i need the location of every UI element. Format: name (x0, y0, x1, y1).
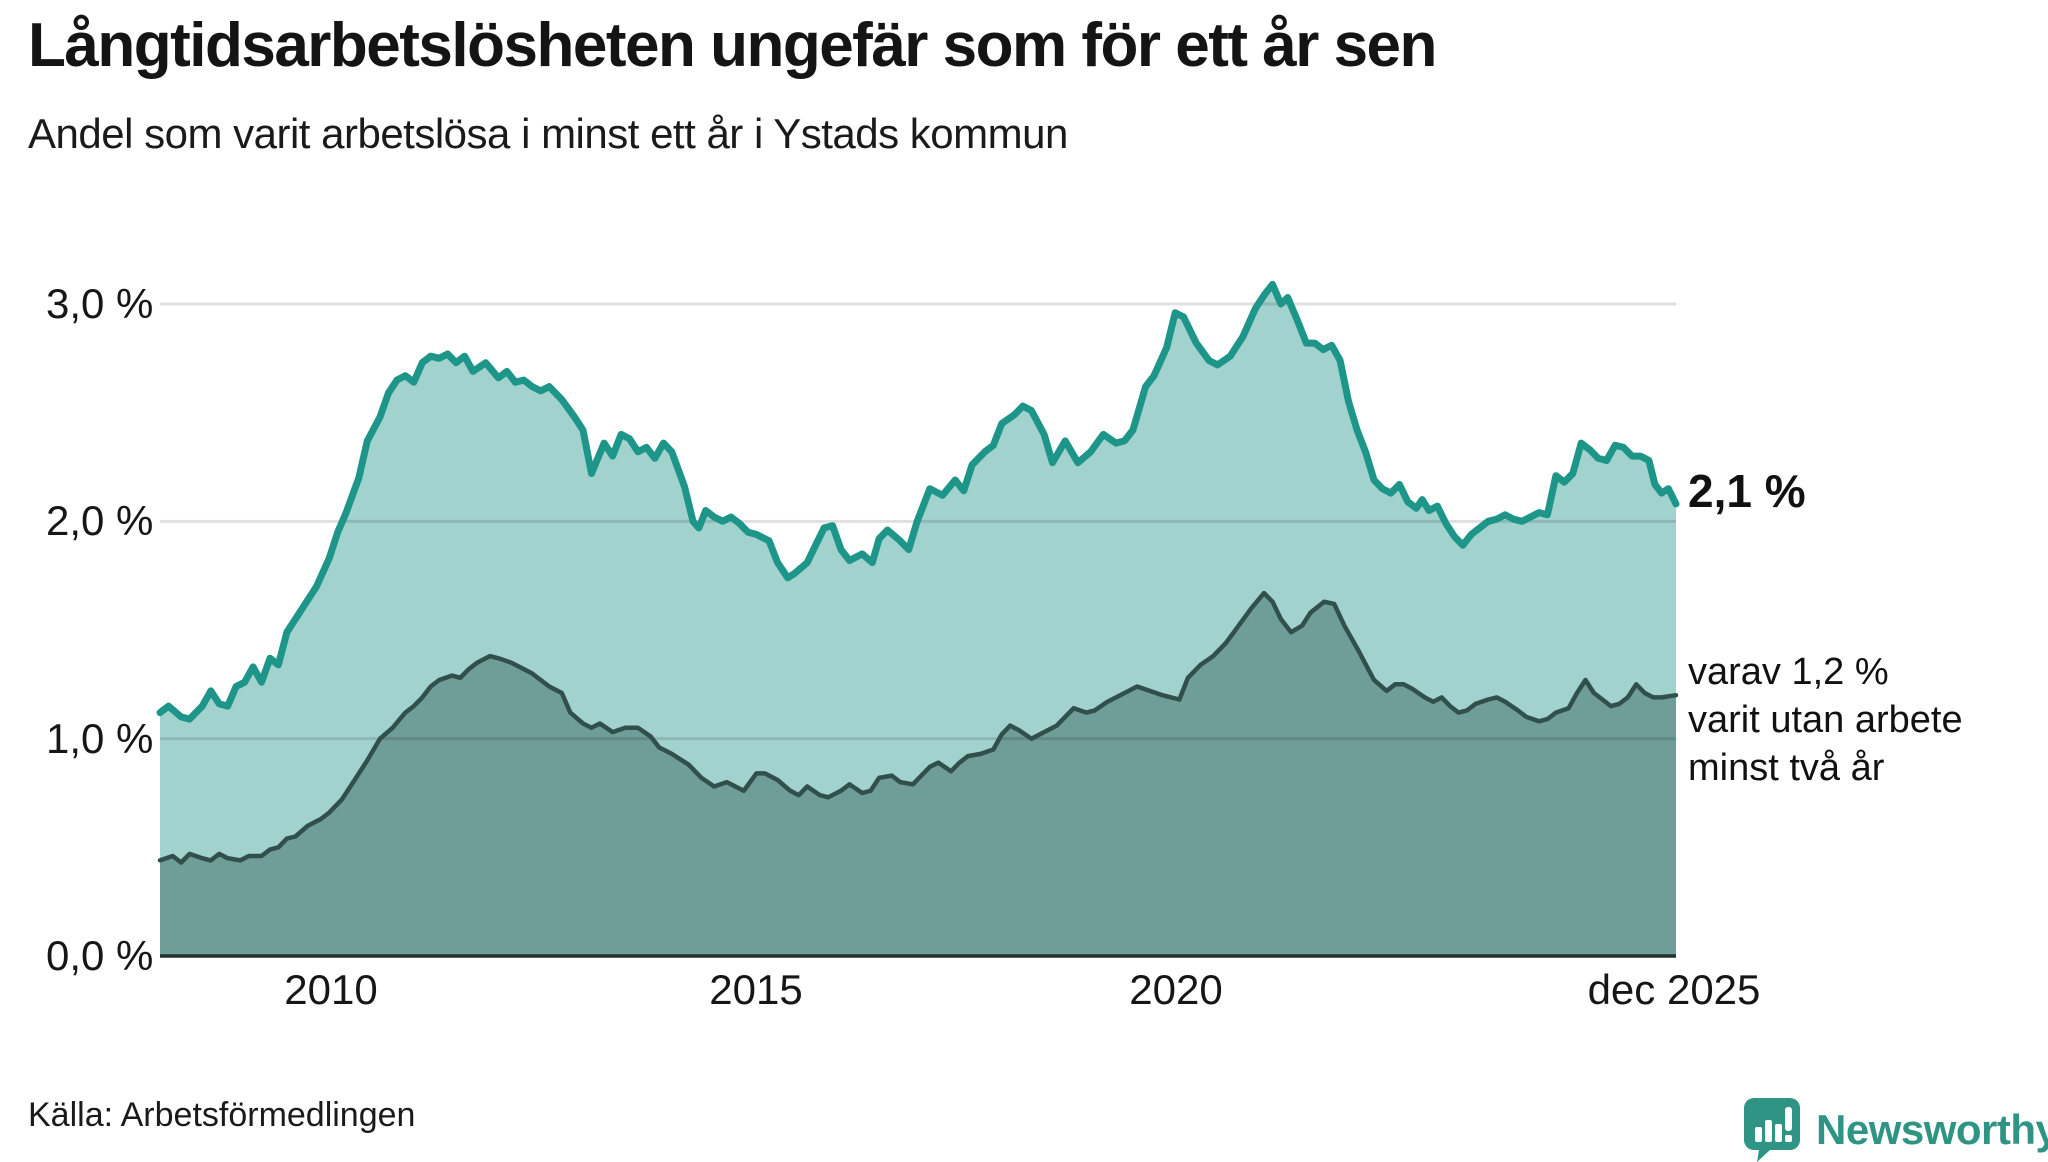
y-axis-tick-2: 2,0 % (46, 497, 154, 544)
series2-line (157, 590, 1679, 865)
series2-annotation: varav 1,2 % varit utan arbete minst två … (1688, 648, 1963, 792)
newsworthy-logo: Newsworthy (1744, 1098, 2048, 1162)
series2-annotation-line2: varit utan arbete (1688, 699, 1963, 741)
series1-end-value-label: 2,1 % (1688, 465, 1806, 517)
x-axis-tick-2015: 2015 (709, 966, 803, 1013)
series2-annotation-line3: minst två år (1688, 747, 1885, 789)
y-axis-tick-0: 0,0 % (46, 932, 154, 979)
x-axis-tick-dec-2025: dec 2025 (1587, 966, 1761, 1013)
page-subtitle: Andel som varit arbetslösa i minst ett å… (28, 110, 1068, 157)
x-axis-tick-2020: 2020 (1129, 966, 1223, 1013)
series2-area (160, 593, 1676, 956)
y-axis-tick-3: 3,0 % (46, 280, 154, 327)
speech-bubble-bar-chart-icon (1744, 1098, 1800, 1162)
source-credit: Källa: Arbetsförmedlingen (28, 1096, 416, 1134)
newsworthy-wordmark: Newsworthy (1816, 1106, 2048, 1153)
page-title: Långtidsarbetslösheten ungefär som för e… (28, 11, 1437, 80)
x-axis-tick-2010: 2010 (284, 966, 378, 1013)
series2-annotation-line1: varav 1,2 % (1688, 651, 1889, 693)
y-axis-tick-1: 1,0 % (46, 715, 154, 762)
series1-line (156, 280, 1680, 723)
